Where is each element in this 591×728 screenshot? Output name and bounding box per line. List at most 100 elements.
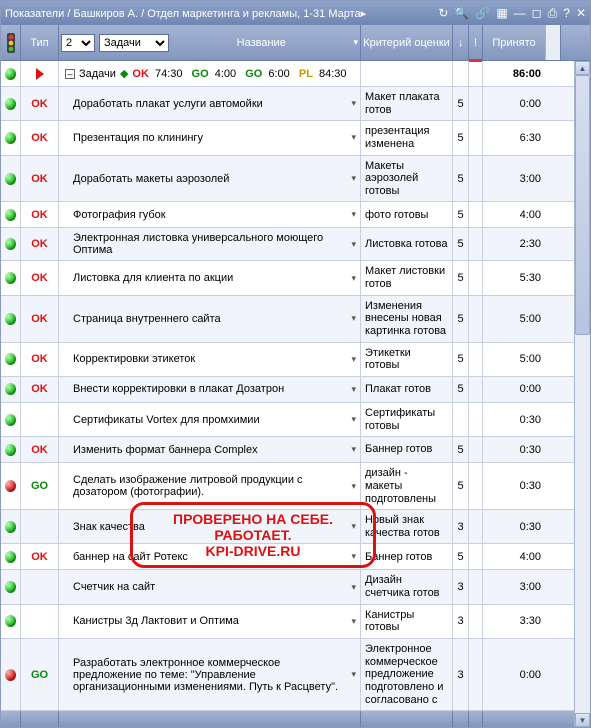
tasks-select[interactable]: Задачи — [99, 34, 169, 52]
table-row[interactable]: Канистры 3д Лактовит и Оптима▾Канистры г… — [1, 605, 574, 639]
grid-icon[interactable]: ▦ — [496, 6, 507, 20]
table-row[interactable]: OKбаннер на сайт Ротекс▾Баннер готов54:0… — [1, 544, 574, 570]
column-header: Тип 2 Задачи Название ▾ Критерий оценки … — [1, 25, 590, 61]
table-row[interactable]: OKДоработать плакат услуги автомойки▾Мак… — [1, 87, 574, 121]
cell-criteria: Листовка готова — [361, 228, 453, 260]
sort-caret-icon[interactable]: ▾ — [353, 37, 358, 48]
cell-status — [1, 639, 21, 710]
print-icon[interactable]: ⎙ — [548, 6, 558, 21]
status-dot-green — [5, 615, 16, 627]
table-row[interactable]: OKЭлектронная листовка универсального мо… — [1, 228, 574, 261]
cell-alert — [469, 570, 483, 603]
scroll-thumb[interactable] — [575, 75, 590, 335]
type-label: OK — [31, 551, 48, 563]
arrow-down-icon: ↓ — [458, 37, 464, 49]
row-menu-icon[interactable]: ▾ — [349, 132, 356, 143]
row-menu-icon[interactable]: ▾ — [349, 481, 356, 492]
status-dot-green — [5, 173, 16, 185]
table-row[interactable]: Счетчик на сайт▾Дизайн счетчика готов33:… — [1, 570, 574, 604]
table-row[interactable]: OKСтраница внутреннего сайта▾Изменения в… — [1, 296, 574, 343]
cell-accepted: 3:30 — [483, 605, 545, 638]
collapse-icon[interactable]: – — [65, 69, 75, 79]
cell-alert — [469, 605, 483, 638]
summary-time: 84:30 — [313, 68, 353, 80]
table-row[interactable]: OKФотография губок▾фото готовы54:00 — [1, 202, 574, 228]
header-criteria[interactable]: Критерий оценки — [361, 25, 453, 60]
header-accepted[interactable]: Принято — [483, 25, 545, 60]
cell-alert — [469, 156, 483, 202]
header-type[interactable]: Тип — [21, 25, 59, 60]
help-icon[interactable]: ? — [563, 6, 570, 20]
row-menu-icon[interactable]: ▾ — [349, 384, 356, 395]
accepted-value: 3:00 — [520, 173, 541, 185]
search-icon[interactable]: 🔍 — [454, 6, 469, 20]
row-menu-icon[interactable]: ▾ — [349, 239, 356, 250]
cell-criteria: Дизайн счетчика готов — [361, 570, 453, 603]
scroll-track[interactable] — [575, 75, 590, 713]
row-menu-icon[interactable]: ▾ — [349, 173, 356, 184]
cell-accepted: 0:30 — [483, 463, 545, 509]
table-row[interactable]: OKКорректировки этикеток▾Этикетки готовы… — [1, 343, 574, 377]
table-row[interactable]: OKИзменить формат баннера Complex▾Баннер… — [1, 437, 574, 463]
link-icon[interactable]: 🔗 — [475, 6, 490, 20]
cell-alert — [469, 296, 483, 342]
table-row[interactable]: GOРазработать электронное коммерческое п… — [1, 639, 574, 711]
cell-score: 3 — [453, 639, 469, 710]
cell-accepted: 0:30 — [483, 510, 545, 543]
row-menu-icon[interactable]: ▾ — [349, 209, 356, 220]
play-icon[interactable] — [36, 68, 44, 80]
table-row[interactable]: GOСделать изображение литровой продукции… — [1, 463, 574, 510]
accepted-value: 2:30 — [520, 238, 541, 250]
status-dot-green — [5, 132, 16, 144]
summary-code: OK — [132, 68, 149, 80]
cell-accepted: 5:00 — [483, 343, 545, 376]
accepted-value: 0:00 — [520, 383, 541, 395]
cell-criteria: Макет листовки готов — [361, 261, 453, 294]
cell-score: 5 — [453, 296, 469, 342]
header-status[interactable] — [1, 25, 21, 60]
row-menu-icon[interactable]: ▾ — [349, 414, 356, 425]
score-value: 5 — [457, 480, 463, 492]
row-menu-icon[interactable]: ▾ — [349, 582, 356, 593]
table-row[interactable]: OKВнести корректировки в плакат Дозатрон… — [1, 377, 574, 403]
vertical-scrollbar[interactable]: ▲ ▼ — [574, 61, 590, 727]
row-menu-icon[interactable]: ▾ — [349, 521, 356, 532]
header-sort[interactable]: ↓ — [453, 25, 469, 60]
cell-name: Презентация по клинингу▾ — [59, 121, 361, 154]
cell-status — [1, 343, 21, 376]
table-row[interactable]: OKДоработать макеты аэрозолей▾Макеты аэр… — [1, 156, 574, 203]
cell-accepted: 0:00 — [483, 639, 545, 710]
table-row[interactable]: OKПрезентация по клинингу▾презентация из… — [1, 121, 574, 155]
header-name-label[interactable]: Название — [173, 37, 349, 49]
row-menu-icon[interactable]: ▾ — [349, 444, 356, 455]
close-icon[interactable]: ✕ — [576, 6, 586, 20]
cell-criteria: Сертификаты готовы — [361, 403, 453, 436]
cell-score: 3 — [453, 605, 469, 638]
number-select[interactable]: 2 — [61, 34, 95, 52]
scroll-down-button[interactable]: ▼ — [575, 713, 590, 727]
cell-status — [1, 544, 21, 569]
table-row[interactable]: Сертификаты Vortex для промхимии▾Сертифи… — [1, 403, 574, 437]
row-menu-icon[interactable]: ▾ — [349, 669, 356, 680]
footer-row — [1, 711, 574, 727]
row-menu-icon[interactable]: ▾ — [349, 354, 356, 365]
row-menu-icon[interactable]: ▾ — [349, 273, 356, 284]
header-alert[interactable]: ! — [469, 25, 483, 60]
status-dot-green — [5, 414, 16, 426]
row-menu-icon[interactable]: ▾ — [349, 551, 356, 562]
row-menu-icon[interactable]: ▾ — [349, 616, 356, 627]
minimize-icon[interactable]: — — [514, 6, 526, 20]
window-icon[interactable]: ◻ — [532, 6, 542, 20]
refresh-icon[interactable]: ↻ — [438, 6, 448, 20]
accepted-value: 0:30 — [520, 444, 541, 456]
table-row[interactable]: Знак качества▾Новый знак качества готов3… — [1, 510, 574, 544]
row-menu-icon[interactable]: ▾ — [349, 313, 356, 324]
table-row[interactable]: OKЛистовка для клиента по акции▾Макет ли… — [1, 261, 574, 295]
accepted-value: 0:00 — [520, 98, 541, 110]
cell-criteria: дизайн - макеты подготовлены — [361, 463, 453, 509]
criteria-text: Макет плаката готов — [365, 91, 448, 116]
row-menu-icon[interactable]: ▾ — [349, 98, 356, 109]
accepted-value: 0:30 — [520, 480, 541, 492]
cell-criteria: Плакат готов — [361, 377, 453, 402]
scroll-up-button[interactable]: ▲ — [575, 61, 590, 75]
